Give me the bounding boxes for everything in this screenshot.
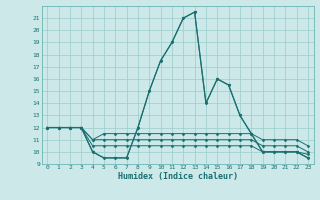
X-axis label: Humidex (Indice chaleur): Humidex (Indice chaleur) [118, 172, 237, 181]
